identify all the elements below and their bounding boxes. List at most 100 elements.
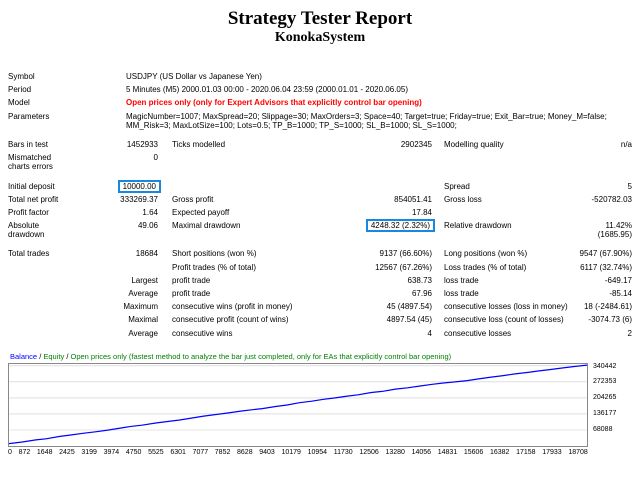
x-axis-label: 1648	[36, 448, 53, 456]
stat-value: 4	[427, 328, 432, 338]
balance-curve-svg	[9, 364, 587, 444]
info-row: Symbol USDJPY (US Dollar vs Japanese Yen)	[8, 70, 632, 83]
y-axis-label: 68088	[593, 425, 613, 433]
stat-row: Profit factor 1.64 Expected payoff 17.84	[8, 206, 632, 219]
stat-value	[572, 206, 632, 210]
x-axis-label: 872	[18, 448, 31, 456]
info-value: Open prices only (only for Expert Adviso…	[126, 98, 422, 108]
x-axis-label: 4750	[125, 448, 142, 456]
stat-value: 4897.54 (45)	[386, 315, 432, 325]
strategy-tester-report: Strategy Tester Report KonokaSystem Symb…	[8, 8, 632, 456]
stat-label: consecutive losses	[444, 328, 512, 338]
stat-label: consecutive loss (count of losses)	[444, 315, 564, 325]
stat-value: Largest	[131, 275, 158, 285]
chart-y-axis: 68088 136177 204265 272353 340442	[588, 363, 632, 447]
stat-label: loss trade	[444, 289, 479, 298]
stat-label	[432, 151, 572, 155]
y-axis-label: 272353	[593, 377, 617, 385]
stat-label: Long positions (won %)	[444, 249, 528, 259]
stat-row: Profit trades (% of total) 12567 (67.26%)…	[8, 261, 632, 274]
stat-label: Ticks modelled	[172, 139, 226, 149]
stat-label: Total net profit	[8, 194, 59, 204]
chart-plot-row: 68088 136177 204265 272353 340442	[8, 362, 632, 447]
stat-value	[572, 151, 632, 155]
stat-label: Modelling quality	[444, 139, 504, 149]
stat-row: Average profit trade 67.96 loss trade -85.14	[8, 287, 632, 300]
stat-label: Mismatched charts errors	[8, 153, 53, 172]
stat-label: Initial deposit	[8, 181, 55, 191]
info-row: Period 5 Minutes (M5) 2000.01.03 00:00 - …	[8, 83, 632, 96]
x-axis-label: 11730	[333, 448, 353, 456]
stat-label: Relative drawdown	[444, 221, 512, 231]
stat-label: profit trade	[172, 275, 211, 285]
info-row: Model Open prices only (only for Expert A…	[8, 96, 632, 109]
stat-value: Average	[128, 328, 158, 338]
x-axis-label: 9403	[259, 448, 275, 456]
highlight-box: 10000.00	[117, 179, 161, 193]
stat-row: Total net profit 333269.37 Gross profit 854…	[8, 193, 632, 206]
stat-row: Initial deposit 10000.00 Spread 5	[8, 179, 632, 193]
stat-value: 1452933	[126, 139, 158, 149]
stat-value: 18684	[135, 249, 158, 259]
stat-value: -85.14	[609, 289, 632, 298]
stat-label: Absolute drawdown	[8, 221, 45, 240]
info-value: USDJPY (US Dollar vs Japanese Yen)	[126, 72, 262, 81]
stat-value: 5	[627, 181, 632, 191]
stat-label: consecutive losses (loss in money)	[444, 302, 568, 312]
stat-label	[432, 206, 572, 210]
stat-label	[8, 300, 112, 304]
balance-chart-section: Balance / Equity / Open prices only (fas…	[8, 352, 632, 456]
stat-value: 18 (-2484.61)	[583, 302, 632, 312]
x-axis-label: 12506	[359, 448, 379, 456]
stat-value	[112, 261, 158, 265]
stat-row: Largest profit trade 638.73 loss trade -649.…	[8, 274, 632, 287]
stat-label: Total trades	[8, 249, 50, 259]
stat-label	[8, 287, 112, 291]
stat-label: consecutive wins (profit in money)	[172, 302, 293, 312]
info-value: 5 Minutes (M5) 2000.01.03 00:00 - 2020.0…	[126, 85, 408, 95]
stat-value: 11.42% (1685.95)	[597, 221, 632, 240]
info-label: Period	[8, 85, 32, 95]
stat-row: Average consecutive wins 4 consecutive loss…	[8, 327, 632, 340]
chart-legend-segment: Open prices only (fastest method to anal…	[70, 351, 452, 361]
stat-value: 2	[627, 328, 632, 338]
x-axis-label: 7852	[214, 448, 231, 456]
x-axis-label: 5525	[148, 448, 164, 456]
stat-value: 9137 (66.60%)	[379, 249, 432, 259]
stat-value: 854051.41	[394, 194, 432, 204]
stat-label	[8, 274, 112, 278]
report-subtitle: KonokaSystem	[274, 30, 366, 45]
stat-row: Maximum consecutive wins (profit in money…	[8, 300, 632, 313]
stat-label: Maximal drawdown	[172, 221, 241, 231]
x-axis-label: 3199	[81, 448, 97, 456]
stat-value: 45 (4897.54)	[386, 302, 432, 312]
report-info-section: Symbol USDJPY (US Dollar vs Japanese Yen)…	[8, 70, 632, 132]
stat-row: Bars in test 1452933 Ticks modelled 2902345…	[8, 138, 632, 151]
stat-value: Maximal	[128, 315, 158, 325]
stat-value: 10000.00	[112, 179, 161, 193]
y-axis-label: 340442	[593, 362, 617, 370]
x-axis-label: 16382	[489, 448, 510, 456]
stat-value: Maximum	[123, 302, 158, 312]
stat-row: Total trades 18684 Short positions (won %)…	[8, 247, 632, 260]
stat-label: Profit trades (% of total)	[172, 262, 257, 272]
chart-legend-segment: Equity	[43, 351, 65, 361]
stat-value: 2902345	[400, 139, 432, 149]
stat-value: -520782.03	[591, 194, 632, 204]
stat-label	[8, 261, 112, 265]
y-axis-label: 204265	[593, 393, 617, 401]
stat-value: 4248.32 (2.32%)	[328, 219, 435, 233]
stat-value: 12567 (67.26%)	[375, 262, 432, 272]
x-axis-label: 14831	[437, 448, 458, 456]
x-axis-label: 17933	[542, 448, 562, 456]
info-label: Parameters	[8, 111, 50, 121]
chart-x-axis: 0 872 1648 2425 3199 3974 4750 5525 6301 7077 7852…	[8, 449, 588, 456]
info-label: Symbol	[8, 72, 35, 81]
stat-label	[8, 327, 112, 331]
stat-label: Loss trades (% of total)	[444, 262, 527, 272]
report-title: Strategy Tester Report	[227, 8, 413, 29]
balance-chart-plot	[8, 362, 588, 447]
x-axis-label: 10954	[307, 448, 328, 456]
chart-legend-segment: /	[37, 351, 44, 361]
x-axis-label: 13280	[385, 448, 405, 456]
